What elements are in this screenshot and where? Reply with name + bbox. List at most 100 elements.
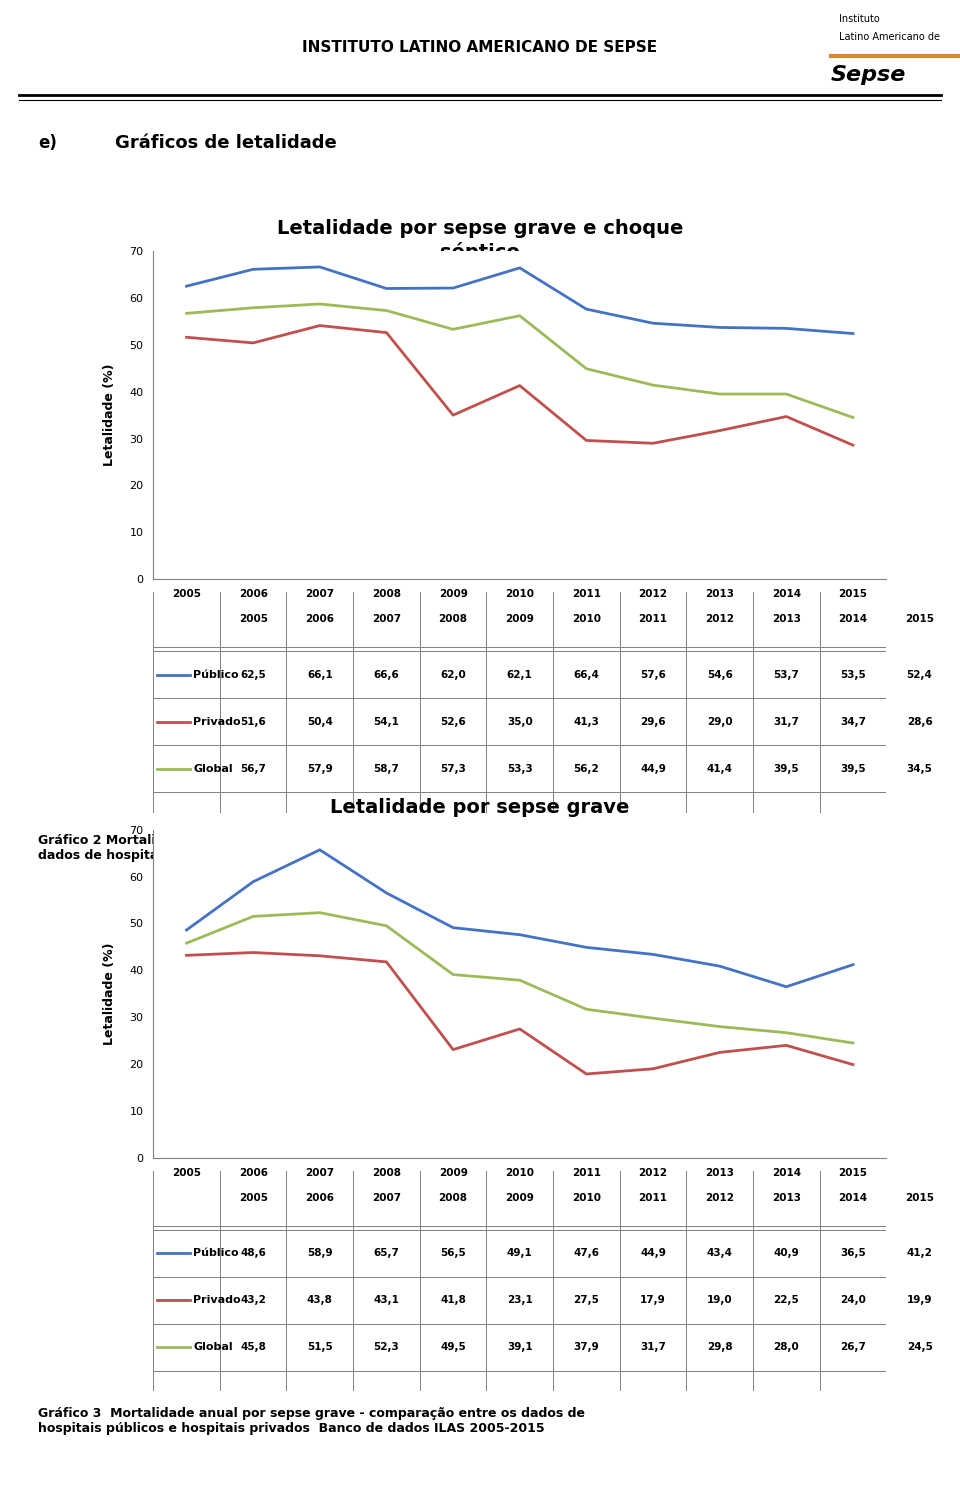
Text: 2010: 2010 xyxy=(572,1193,601,1204)
Público xyxy=(780,978,792,996)
Text: 51,6: 51,6 xyxy=(240,717,266,726)
Bar xyxy=(154,1229,953,1278)
Text: 56,5: 56,5 xyxy=(441,1249,466,1258)
Text: 19,0: 19,0 xyxy=(707,1296,732,1305)
Global xyxy=(780,1024,792,1042)
Text: Gráfico 2 Mortalidade anual por sepse grave e choque séptico - comparação entre : Gráfico 2 Mortalidade anual por sepse gr… xyxy=(38,834,636,863)
Text: Privado: Privado xyxy=(193,717,241,726)
Text: 22,5: 22,5 xyxy=(774,1296,799,1305)
Text: 40,9: 40,9 xyxy=(774,1249,799,1258)
Global xyxy=(514,307,525,325)
Text: 43,8: 43,8 xyxy=(307,1296,333,1305)
Text: 2008: 2008 xyxy=(439,615,468,625)
Text: Latino Americano de: Latino Americano de xyxy=(839,32,940,42)
Text: 2015: 2015 xyxy=(905,1193,934,1204)
Line: Global: Global xyxy=(186,304,852,418)
Text: 31,7: 31,7 xyxy=(774,717,800,726)
Privado xyxy=(714,421,726,439)
Global xyxy=(248,299,259,317)
Text: 2015: 2015 xyxy=(905,615,934,625)
Text: 57,9: 57,9 xyxy=(307,764,333,774)
Text: 44,9: 44,9 xyxy=(640,764,666,774)
Global xyxy=(847,409,858,427)
Bar xyxy=(154,745,953,792)
Text: 65,7: 65,7 xyxy=(373,1249,399,1258)
Text: 2011: 2011 xyxy=(638,615,667,625)
Text: 28,0: 28,0 xyxy=(774,1342,799,1353)
Público xyxy=(581,301,592,319)
Global xyxy=(381,302,393,320)
Público xyxy=(514,259,525,277)
Text: 35,0: 35,0 xyxy=(507,717,533,726)
Text: Gráficos de letalidade: Gráficos de letalidade xyxy=(115,134,337,152)
Privado xyxy=(514,1021,525,1039)
Text: Gráfico 3  Mortalidade anual por sepse grave - comparação entre os dados de
hosp: Gráfico 3 Mortalidade anual por sepse gr… xyxy=(38,1407,586,1435)
Text: 2006: 2006 xyxy=(305,615,334,625)
Público xyxy=(381,884,393,902)
Privado xyxy=(447,406,459,424)
Global xyxy=(581,999,592,1018)
Público xyxy=(314,259,325,277)
Text: Privado: Privado xyxy=(193,1296,241,1305)
Público xyxy=(314,840,325,858)
Text: 41,4: 41,4 xyxy=(707,764,732,774)
Privado xyxy=(647,1060,659,1078)
Text: 2013: 2013 xyxy=(772,615,801,625)
Público xyxy=(180,277,192,295)
Text: 2009: 2009 xyxy=(505,1193,534,1204)
Text: 39,1: 39,1 xyxy=(507,1342,533,1353)
Text: 51,5: 51,5 xyxy=(307,1342,333,1353)
Text: 24,0: 24,0 xyxy=(840,1296,866,1305)
Global xyxy=(248,908,259,926)
Bar xyxy=(154,1278,953,1324)
Text: 39,5: 39,5 xyxy=(774,764,799,774)
Line: Público: Público xyxy=(186,268,852,334)
Global xyxy=(714,1018,726,1036)
Text: 66,4: 66,4 xyxy=(573,670,599,679)
Privado xyxy=(381,953,393,971)
Público xyxy=(647,314,659,332)
Text: Público: Público xyxy=(193,670,239,679)
Privado xyxy=(447,1040,459,1058)
Text: 2011: 2011 xyxy=(638,1193,667,1204)
Privado xyxy=(714,1043,726,1061)
Text: 2005: 2005 xyxy=(239,615,268,625)
Text: 28,6: 28,6 xyxy=(906,717,932,726)
Público xyxy=(248,260,259,278)
Privado xyxy=(248,334,259,352)
Line: Público: Público xyxy=(186,849,852,987)
Global xyxy=(581,359,592,377)
Privado xyxy=(514,377,525,395)
Privado xyxy=(847,1055,858,1073)
Text: 2010: 2010 xyxy=(572,615,601,625)
Global xyxy=(314,295,325,313)
Text: 62,5: 62,5 xyxy=(240,670,266,679)
Text: 53,7: 53,7 xyxy=(774,670,800,679)
Text: 2006: 2006 xyxy=(305,1193,334,1204)
Text: 49,5: 49,5 xyxy=(441,1342,466,1353)
Público xyxy=(714,319,726,337)
Privado xyxy=(581,431,592,449)
Text: 53,3: 53,3 xyxy=(507,764,533,774)
Text: 50,4: 50,4 xyxy=(307,717,333,726)
Bar xyxy=(154,1324,953,1371)
Público xyxy=(847,956,858,974)
Text: 27,5: 27,5 xyxy=(573,1296,599,1305)
Line: Global: Global xyxy=(186,912,852,1043)
Text: 29,0: 29,0 xyxy=(707,717,732,726)
Text: 49,1: 49,1 xyxy=(507,1249,533,1258)
Text: 2007: 2007 xyxy=(372,615,401,625)
Text: 52,6: 52,6 xyxy=(441,717,466,726)
Text: 37,9: 37,9 xyxy=(573,1342,599,1353)
Text: 31,7: 31,7 xyxy=(640,1342,666,1353)
Público xyxy=(381,280,393,298)
Privado xyxy=(847,436,858,454)
Privado xyxy=(314,947,325,965)
Público xyxy=(647,945,659,963)
Text: 2012: 2012 xyxy=(706,1193,734,1204)
Text: 34,5: 34,5 xyxy=(906,764,932,774)
Privado xyxy=(780,407,792,425)
Text: 41,8: 41,8 xyxy=(441,1296,466,1305)
Line: Privado: Privado xyxy=(186,326,852,445)
Privado xyxy=(780,1037,792,1055)
